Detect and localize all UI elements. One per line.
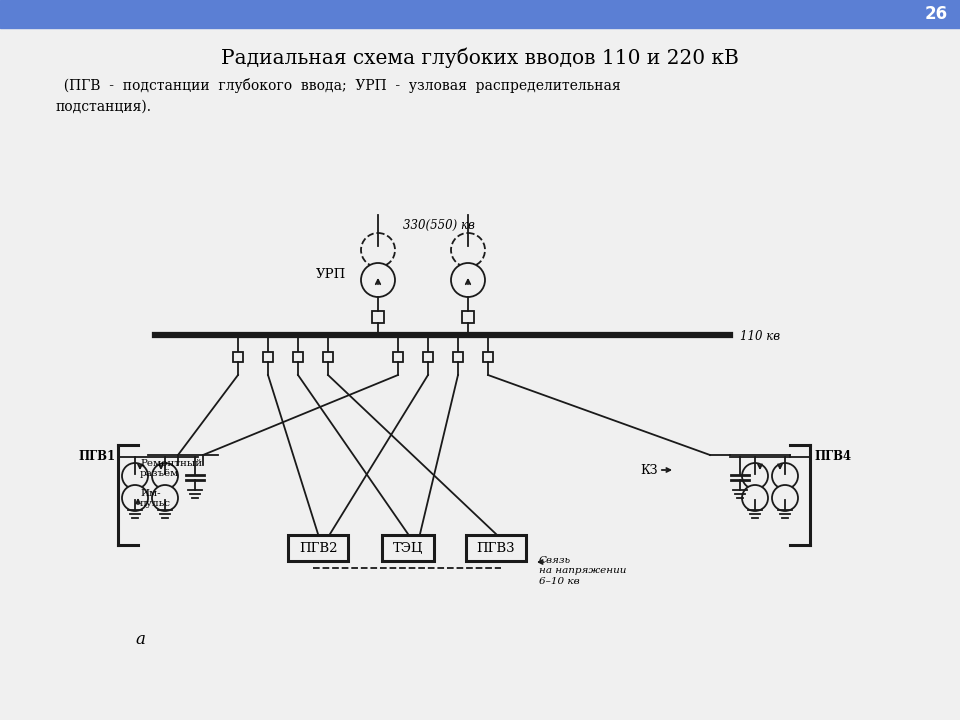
Bar xyxy=(263,352,273,362)
Bar xyxy=(293,352,303,362)
Bar xyxy=(423,352,433,362)
Text: ПГВ2: ПГВ2 xyxy=(299,541,337,554)
Text: ПГВ3: ПГВ3 xyxy=(477,541,516,554)
Text: УРП: УРП xyxy=(316,269,347,282)
Circle shape xyxy=(742,463,768,489)
Bar xyxy=(0,0,960,28)
Text: (ПГВ  -  подстанции  глубокого  ввода;  УРП  -  узловая  распределительная
подст: (ПГВ - подстанции глубокого ввода; УРП -… xyxy=(55,78,620,114)
Circle shape xyxy=(772,485,798,511)
Text: ПГВ1: ПГВ1 xyxy=(79,450,116,463)
Text: Ремонтный
разъём: Ремонтный разъём xyxy=(140,459,203,478)
Text: ТЭЦ: ТЭЦ xyxy=(393,541,423,554)
Text: а: а xyxy=(135,631,145,649)
Circle shape xyxy=(451,263,485,297)
Bar xyxy=(323,352,333,362)
Text: Связь
на напряжении
6–10 кв: Связь на напряжении 6–10 кв xyxy=(539,556,626,586)
Circle shape xyxy=(152,485,178,511)
Bar xyxy=(233,352,243,362)
Bar xyxy=(462,311,474,323)
Bar xyxy=(466,535,526,561)
Circle shape xyxy=(742,485,768,511)
Circle shape xyxy=(361,263,395,297)
Text: 110 кв: 110 кв xyxy=(740,330,780,343)
Text: Радиальная схема глубоких вводов 110 и 220 кВ: Радиальная схема глубоких вводов 110 и 2… xyxy=(221,48,739,68)
Text: КЗ: КЗ xyxy=(640,464,658,477)
Text: 330(550) кв: 330(550) кв xyxy=(403,218,475,232)
Bar xyxy=(372,311,384,323)
Bar xyxy=(483,352,493,362)
Text: 26: 26 xyxy=(924,5,948,23)
Bar xyxy=(288,535,348,561)
Bar xyxy=(453,352,463,362)
Circle shape xyxy=(152,463,178,489)
Text: ПГВ4: ПГВ4 xyxy=(814,450,852,463)
Text: Им-
пульс: Им- пульс xyxy=(140,489,171,508)
Circle shape xyxy=(772,463,798,489)
Bar xyxy=(393,352,403,362)
Circle shape xyxy=(122,463,148,489)
Circle shape xyxy=(122,485,148,511)
Bar xyxy=(382,535,434,561)
